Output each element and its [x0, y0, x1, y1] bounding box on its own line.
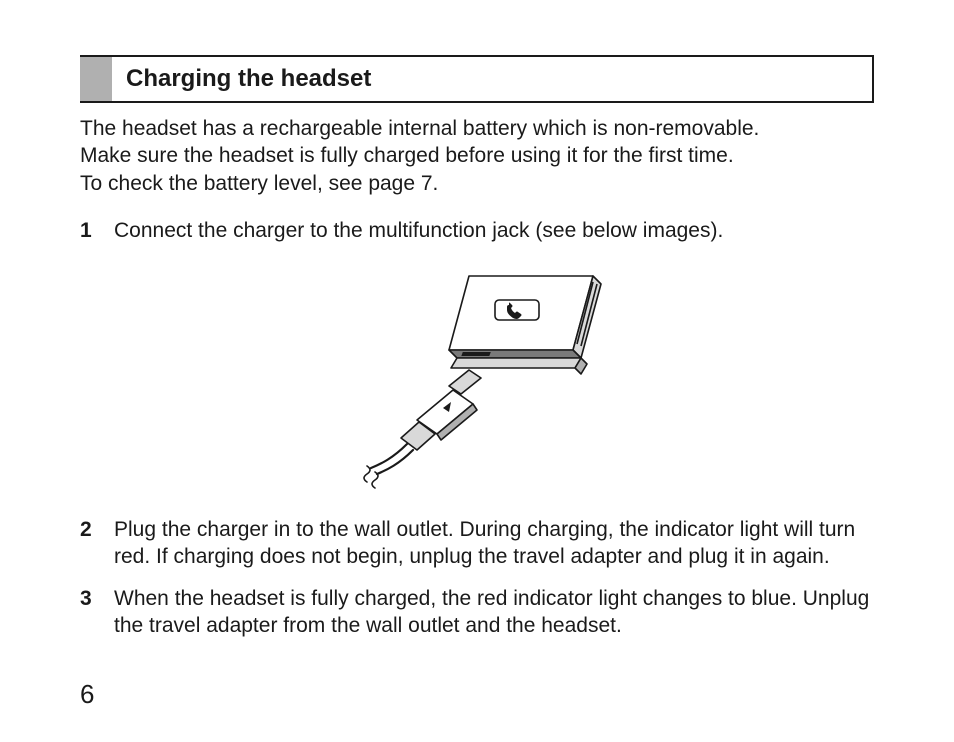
intro-line-3: To check the battery level, see page 7.	[80, 172, 438, 195]
step-number: 1	[80, 217, 114, 244]
step-2: 2 Plug the charger in to the wall outlet…	[80, 516, 874, 571]
heading-title: Charging the headset	[112, 57, 872, 101]
heading-accent-bar	[80, 57, 112, 101]
headset-charger-illustration	[297, 258, 657, 498]
step-text: When the headset is fully charged, the r…	[114, 585, 874, 640]
intro-line-1: The headset has a rechargeable internal …	[80, 117, 759, 140]
steps-list-cont: 2 Plug the charger in to the wall outlet…	[80, 516, 874, 639]
intro-paragraph: The headset has a rechargeable internal …	[80, 115, 874, 197]
manual-page: Charging the headset The headset has a r…	[0, 0, 954, 742]
intro-line-2: Make sure the headset is fully charged b…	[80, 144, 734, 167]
charger-cable	[364, 444, 413, 488]
step-number: 2	[80, 516, 114, 571]
page-number: 6	[80, 679, 94, 710]
steps-list: 1 Connect the charger to the multifuncti…	[80, 217, 874, 244]
figure-container	[80, 258, 874, 498]
charger-connector	[401, 370, 481, 450]
section-heading: Charging the headset	[80, 55, 874, 103]
step-3: 3 When the headset is fully charged, the…	[80, 585, 874, 640]
step-number: 3	[80, 585, 114, 640]
step-1: 1 Connect the charger to the multifuncti…	[80, 217, 874, 244]
step-text: Connect the charger to the multifunction…	[114, 217, 874, 244]
headset-body	[449, 276, 601, 374]
step-text: Plug the charger in to the wall outlet. …	[114, 516, 874, 571]
